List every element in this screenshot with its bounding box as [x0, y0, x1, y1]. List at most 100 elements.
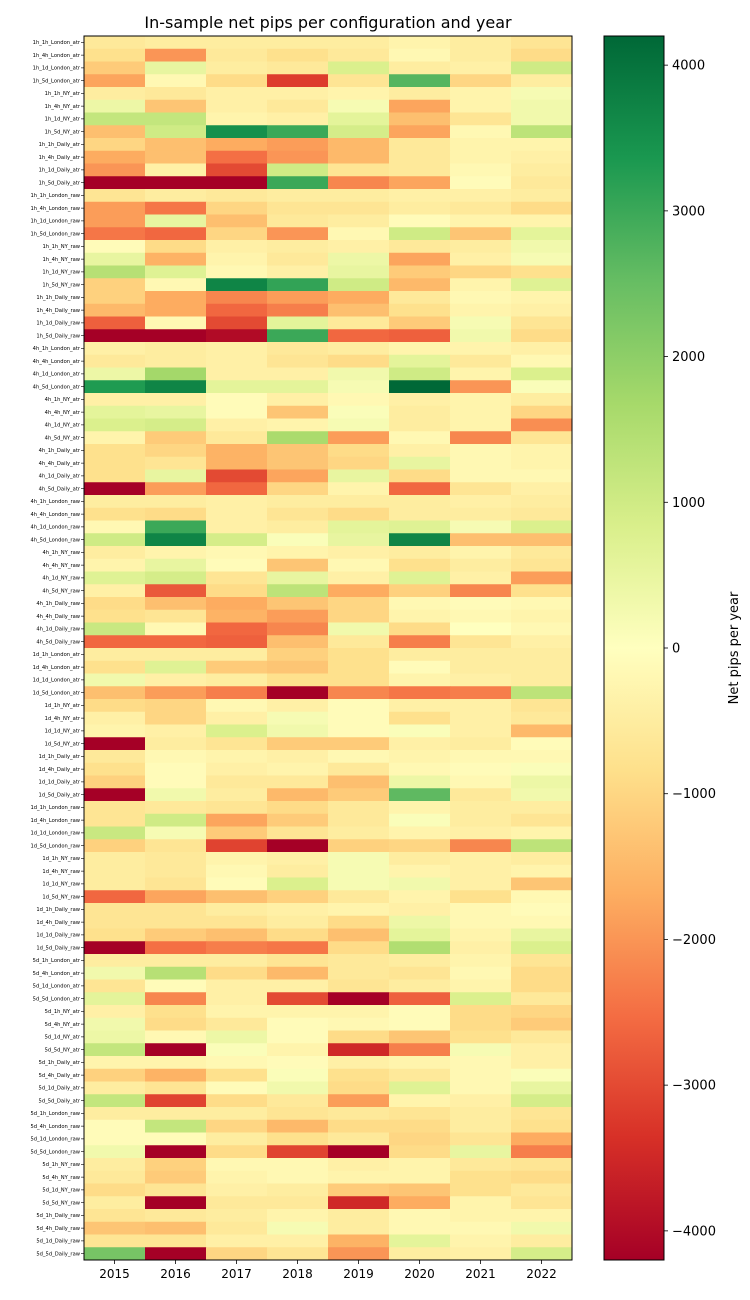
heatmap-cell: [84, 329, 146, 343]
colorbar-tick-label: −2000: [672, 933, 716, 948]
heatmap-cell: [389, 635, 451, 649]
heatmap-cell: [328, 775, 390, 789]
heatmap-cell: [145, 1081, 207, 1095]
heatmap-cell: [328, 495, 390, 509]
heatmap-cell: [389, 431, 451, 445]
heatmap-cell: [328, 648, 390, 662]
heatmap-cell: [206, 150, 268, 164]
heatmap-cell: [511, 507, 573, 521]
y-tick-label: 5d_1h_NY_atr: [45, 1009, 81, 1015]
heatmap-cell: [267, 571, 329, 585]
heatmap-cell: [267, 354, 329, 368]
heatmap-cell: [511, 673, 573, 687]
heatmap-cell: [511, 711, 573, 725]
heatmap-cell: [206, 584, 268, 598]
y-tick-label: 4h_1h_London_raw: [30, 499, 80, 505]
heatmap-cell: [84, 992, 146, 1006]
heatmap-cell: [206, 877, 268, 891]
heatmap-cell: [84, 673, 146, 687]
heatmap-cell: [511, 826, 573, 840]
heatmap-cell: [267, 1056, 329, 1070]
heatmap-cell: [450, 941, 512, 955]
y-tick-label: 1d_1h_London_atr: [33, 652, 81, 658]
heatmap-cell: [328, 724, 390, 738]
heatmap-cell: [145, 915, 207, 929]
heatmap-cell: [511, 724, 573, 738]
colorbar-label: Net pips per year: [727, 591, 742, 704]
heatmap-cell: [267, 660, 329, 674]
heatmap-cell: [84, 1030, 146, 1044]
heatmap-cell: [84, 431, 146, 445]
heatmap-cell: [450, 1196, 512, 1210]
heatmap-cell: [206, 342, 268, 356]
heatmap-cell: [267, 240, 329, 254]
heatmap-cell: [84, 1017, 146, 1031]
heatmap-cell: [511, 686, 573, 700]
heatmap-cell: [511, 750, 573, 764]
y-tick-label: 5d_5d_London_raw: [30, 1149, 80, 1155]
heatmap-cell: [84, 584, 146, 598]
heatmap-cell: [206, 176, 268, 190]
heatmap-cell: [84, 367, 146, 381]
heatmap-cell: [267, 405, 329, 419]
heatmap-cell: [450, 303, 512, 317]
y-tick-label: 4h_5d_London_atr: [33, 384, 81, 390]
heatmap-cell: [206, 1107, 268, 1121]
heatmap-cell: [206, 1247, 268, 1261]
heatmap-cell: [328, 966, 390, 980]
heatmap-cell: [267, 36, 329, 50]
heatmap-cell: [450, 750, 512, 764]
heatmap-cell: [511, 546, 573, 560]
heatmap-cell: [511, 903, 573, 917]
y-tick-label: 1d_1d_NY_raw: [42, 882, 80, 888]
heatmap-cell: [206, 278, 268, 292]
heatmap-cell: [206, 711, 268, 725]
heatmap-cell: [145, 36, 207, 50]
heatmap-cell: [450, 99, 512, 113]
heatmap-cell: [145, 635, 207, 649]
colorbar-tick-label: 3000: [672, 204, 705, 219]
heatmap-cell: [84, 533, 146, 547]
heatmap-cell: [511, 520, 573, 534]
heatmap-cell: [511, 405, 573, 419]
heatmap-cell: [267, 214, 329, 228]
heatmap-cell: [84, 393, 146, 407]
heatmap-cell: [511, 316, 573, 330]
heatmap-cell: [328, 393, 390, 407]
heatmap-cell: [450, 737, 512, 751]
y-tick-label: 1h_1d_Daily_raw: [36, 321, 80, 327]
y-tick-label: 5d_1h_London_raw: [30, 1111, 80, 1117]
heatmap-cell: [206, 673, 268, 687]
heatmap-cell: [450, 864, 512, 878]
heatmap-cell: [84, 1107, 146, 1121]
heatmap-cell: [145, 367, 207, 381]
y-tick-label: 1d_4h_NY_raw: [42, 869, 80, 875]
heatmap-cell: [206, 329, 268, 343]
heatmap-cell: [145, 240, 207, 254]
heatmap-cell: [450, 1170, 512, 1184]
heatmap-cell: [450, 1107, 512, 1121]
heatmap-cell: [511, 1030, 573, 1044]
heatmap-cell: [145, 1119, 207, 1133]
heatmap-cell: [267, 775, 329, 789]
heatmap-cell: [206, 354, 268, 368]
colorbar-tick-label: 0: [672, 642, 680, 657]
y-tick-label: 1d_1h_NY_atr: [45, 703, 81, 709]
heatmap-cell: [84, 648, 146, 662]
heatmap-cell: [267, 303, 329, 317]
heatmap-cell: [389, 839, 451, 853]
y-tick-label: 1d_5d_London_raw: [30, 843, 80, 849]
heatmap-cell: [450, 380, 512, 394]
heatmap-cell: [511, 444, 573, 458]
heatmap-cell: [450, 1094, 512, 1108]
heatmap-cell: [328, 622, 390, 636]
heatmap-cell: [511, 495, 573, 509]
heatmap-cell: [328, 750, 390, 764]
heatmap-cell: [145, 1158, 207, 1172]
heatmap-cell: [267, 533, 329, 547]
heatmap-cell: [145, 750, 207, 764]
heatmap-cell: [84, 1145, 146, 1159]
heatmap-cell: [389, 1056, 451, 1070]
heatmap-cell: [84, 864, 146, 878]
heatmap-cell: [145, 584, 207, 598]
